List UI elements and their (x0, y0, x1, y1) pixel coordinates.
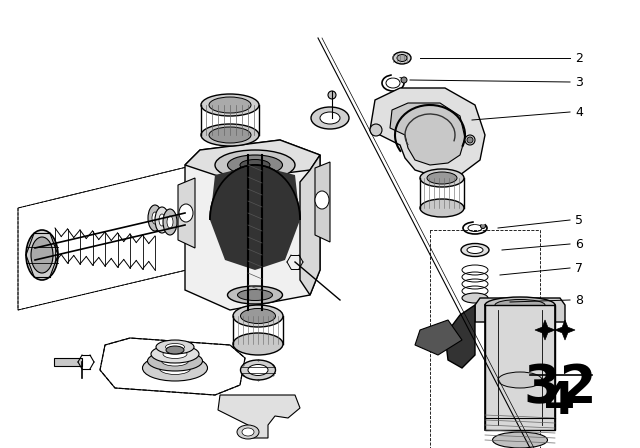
Polygon shape (218, 395, 300, 438)
Ellipse shape (465, 135, 475, 145)
Ellipse shape (31, 237, 53, 273)
Ellipse shape (467, 137, 473, 143)
Polygon shape (370, 88, 485, 178)
Ellipse shape (237, 289, 273, 301)
Ellipse shape (209, 127, 251, 143)
Ellipse shape (166, 346, 184, 354)
Bar (54, 358, 82, 366)
Polygon shape (475, 298, 565, 322)
Ellipse shape (311, 107, 349, 129)
Ellipse shape (420, 199, 464, 217)
Ellipse shape (152, 212, 158, 224)
Ellipse shape (161, 356, 189, 366)
Text: 3: 3 (575, 76, 583, 89)
Bar (485, 305, 555, 430)
Polygon shape (185, 140, 320, 180)
Ellipse shape (485, 297, 555, 313)
Ellipse shape (467, 246, 483, 254)
Ellipse shape (240, 159, 270, 171)
Text: 7: 7 (575, 262, 583, 275)
Polygon shape (210, 165, 300, 270)
Ellipse shape (393, 52, 411, 64)
Text: 2: 2 (575, 52, 583, 65)
Ellipse shape (147, 351, 202, 371)
Text: 8: 8 (575, 293, 583, 306)
Ellipse shape (227, 155, 282, 175)
Ellipse shape (401, 77, 407, 83)
Ellipse shape (166, 344, 184, 350)
Ellipse shape (498, 372, 542, 388)
Polygon shape (390, 103, 465, 165)
Ellipse shape (427, 172, 457, 184)
Ellipse shape (143, 355, 207, 381)
Polygon shape (555, 320, 575, 340)
Ellipse shape (215, 150, 295, 180)
Ellipse shape (159, 214, 165, 226)
Ellipse shape (148, 205, 162, 231)
Ellipse shape (201, 124, 259, 146)
Ellipse shape (462, 293, 488, 303)
Polygon shape (445, 305, 475, 368)
Ellipse shape (233, 305, 283, 327)
Ellipse shape (26, 230, 58, 280)
Ellipse shape (242, 428, 254, 436)
Polygon shape (415, 320, 462, 355)
Ellipse shape (493, 432, 547, 448)
Polygon shape (178, 178, 195, 248)
Ellipse shape (420, 169, 464, 187)
Polygon shape (300, 155, 320, 295)
Text: 5: 5 (575, 214, 583, 227)
Ellipse shape (241, 309, 275, 323)
Polygon shape (185, 140, 320, 310)
Ellipse shape (320, 112, 340, 124)
Ellipse shape (163, 209, 177, 235)
Ellipse shape (151, 345, 199, 363)
Ellipse shape (155, 207, 169, 233)
Ellipse shape (397, 55, 407, 61)
Ellipse shape (179, 204, 193, 222)
Ellipse shape (237, 425, 259, 439)
Ellipse shape (163, 349, 187, 358)
Ellipse shape (209, 97, 251, 113)
Polygon shape (315, 162, 330, 242)
Ellipse shape (201, 94, 259, 116)
Polygon shape (535, 320, 555, 340)
Text: 6: 6 (575, 237, 583, 250)
Ellipse shape (328, 91, 336, 99)
Ellipse shape (248, 365, 268, 375)
Ellipse shape (156, 340, 194, 354)
Text: 32: 32 (524, 362, 596, 414)
Ellipse shape (159, 362, 191, 375)
Text: 4: 4 (545, 380, 575, 423)
Ellipse shape (167, 216, 173, 228)
Ellipse shape (241, 360, 275, 380)
Text: 4: 4 (575, 105, 583, 119)
Ellipse shape (227, 286, 282, 304)
Ellipse shape (481, 224, 486, 228)
Ellipse shape (495, 300, 545, 310)
Ellipse shape (461, 244, 489, 257)
Ellipse shape (370, 124, 382, 136)
Ellipse shape (233, 333, 283, 355)
Ellipse shape (315, 191, 329, 209)
